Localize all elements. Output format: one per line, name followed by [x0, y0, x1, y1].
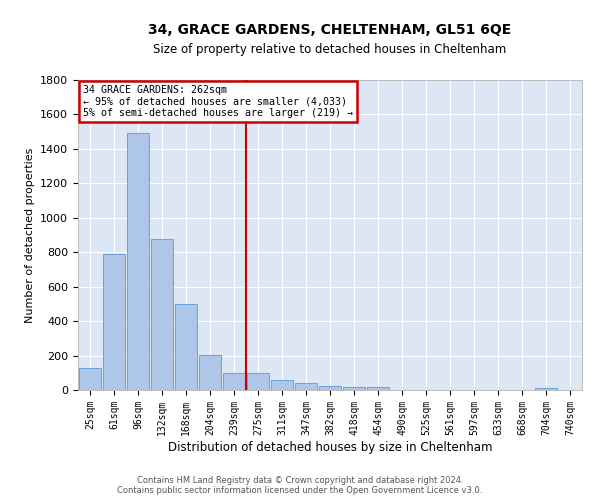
Bar [247, 373, 269, 390]
Bar [271, 380, 293, 390]
Bar [151, 240, 173, 390]
Bar [79, 368, 101, 390]
Bar [295, 383, 317, 390]
Text: 34, GRACE GARDENS, CHELTENHAM, GL51 6QE: 34, GRACE GARDENS, CHELTENHAM, GL51 6QE [148, 22, 512, 36]
Text: 34 GRACE GARDENS: 262sqm
← 95% of detached houses are smaller (4,033)
5% of semi: 34 GRACE GARDENS: 262sqm ← 95% of detach… [83, 84, 353, 118]
Bar [103, 254, 125, 390]
Bar [223, 373, 245, 390]
Bar [535, 388, 557, 390]
X-axis label: Distribution of detached houses by size in Cheltenham: Distribution of detached houses by size … [168, 440, 492, 454]
Text: Size of property relative to detached houses in Cheltenham: Size of property relative to detached ho… [154, 42, 506, 56]
Bar [367, 387, 389, 390]
Y-axis label: Number of detached properties: Number of detached properties [25, 148, 35, 322]
Bar [343, 386, 365, 390]
Text: Contains HM Land Registry data © Crown copyright and database right 2024.
Contai: Contains HM Land Registry data © Crown c… [118, 476, 482, 495]
Bar [319, 386, 341, 390]
Bar [199, 354, 221, 390]
Bar [127, 134, 149, 390]
Bar [175, 304, 197, 390]
